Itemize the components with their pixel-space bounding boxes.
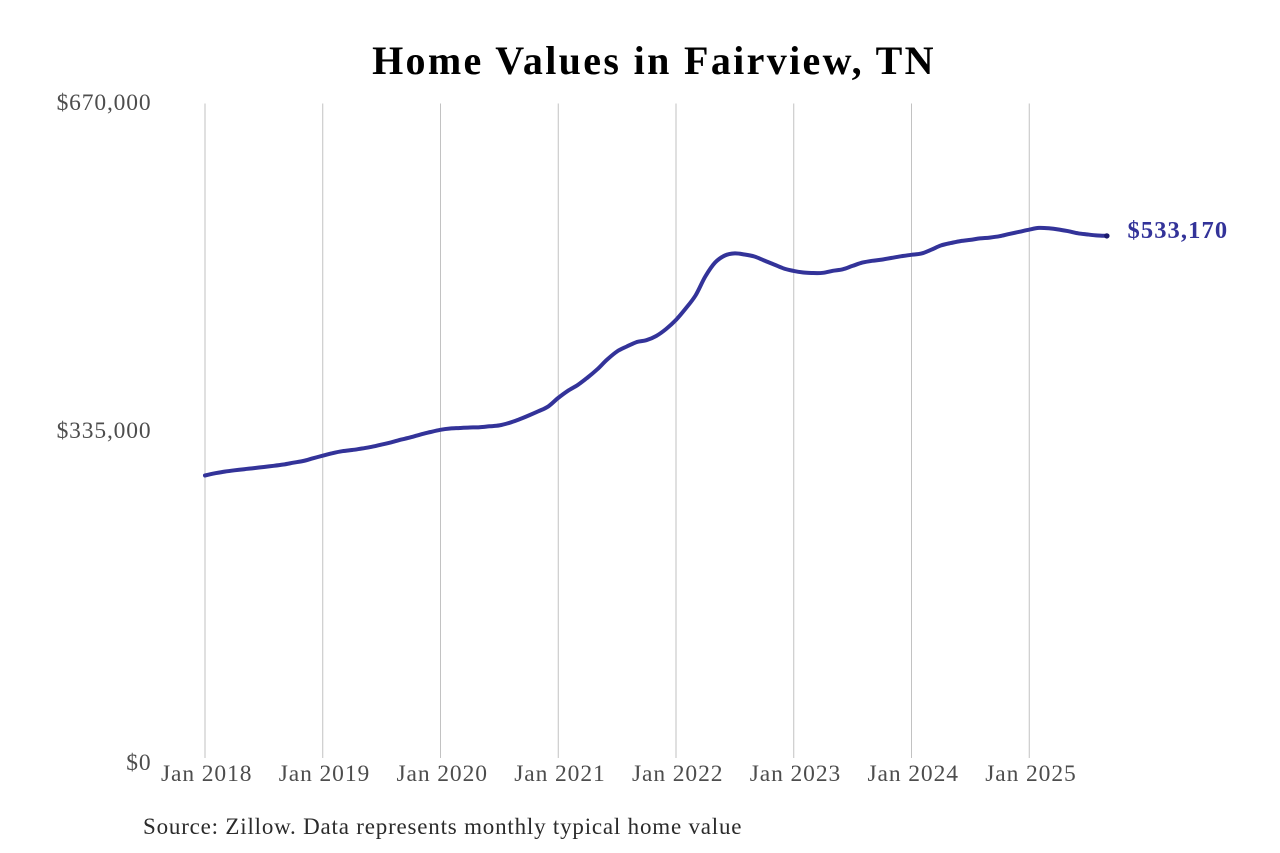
svg-text:$670,000: $670,000: [57, 90, 152, 116]
svg-text:Home Values in Fairview, TN: Home Values in Fairview, TN: [372, 38, 936, 83]
svg-text:Jan 2019: Jan 2019: [279, 761, 370, 787]
svg-text:$533,170: $533,170: [1128, 217, 1229, 244]
svg-text:Jan 2018: Jan 2018: [161, 761, 252, 787]
svg-text:Source: Zillow. Data represent: Source: Zillow. Data represents monthly …: [143, 814, 742, 839]
svg-text:Jan 2020: Jan 2020: [396, 761, 487, 787]
svg-text:Jan 2022: Jan 2022: [632, 761, 723, 787]
svg-text:Jan 2025: Jan 2025: [985, 761, 1076, 787]
svg-text:$0: $0: [126, 750, 151, 776]
svg-text:Jan 2024: Jan 2024: [867, 761, 958, 787]
svg-text:Jan 2023: Jan 2023: [750, 761, 841, 787]
svg-text:Jan 2021: Jan 2021: [514, 761, 605, 787]
svg-text:$335,000: $335,000: [57, 418, 152, 444]
